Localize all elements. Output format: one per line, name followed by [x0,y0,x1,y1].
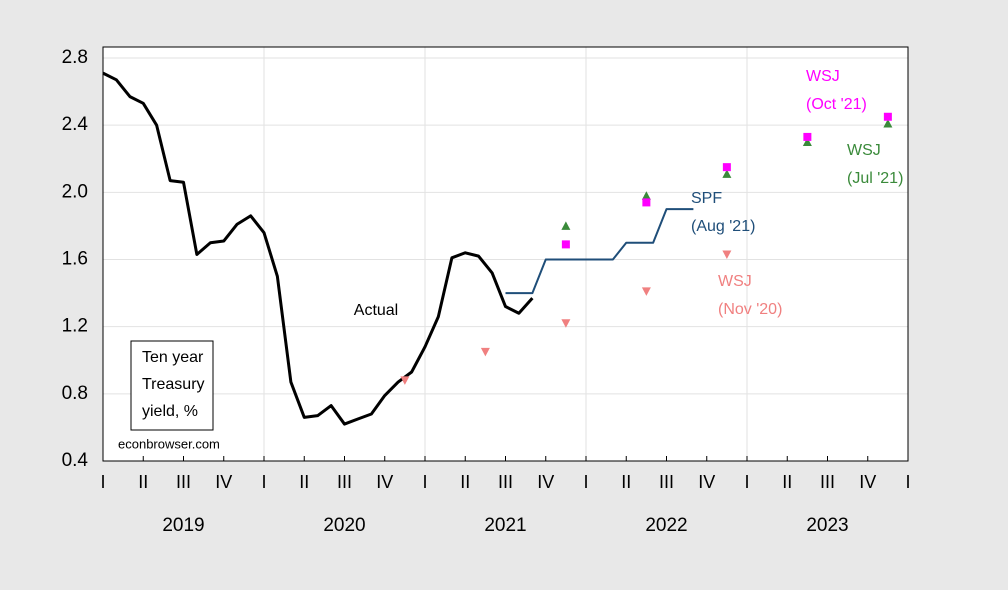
x-tick-label: III [498,472,513,492]
marker [480,347,490,357]
note-box [130,340,214,431]
x-tick-label: II [621,472,631,492]
marker [561,240,570,249]
y-tick-label: 0.8 [62,383,88,404]
x-tick-label: IV [698,472,715,492]
series-line [102,71,534,426]
y-tick-label: 1.6 [62,249,88,270]
marker [561,319,571,328]
x-tick-label: IV [859,472,876,492]
marker [722,250,732,259]
x-tick-label: I [744,472,749,492]
marker [883,112,892,121]
marker [722,169,732,178]
x-tick-label: III [176,472,191,492]
x-tick-label: III [820,472,835,492]
x-tick-label: IV [215,472,232,492]
marker [883,118,893,128]
x-tick-label: II [138,472,148,492]
plot-area [103,47,908,461]
y-tick-label: 2.4 [62,114,89,135]
y-tick-label: 2.8 [62,47,88,68]
x-tick-label: II [299,472,309,492]
marker [641,191,651,200]
note-text: Ten year [142,349,204,366]
x-tick-label: I [261,472,266,492]
series-sublabel: (Aug '21) [691,218,755,235]
marker [400,376,410,385]
y-tick-label: 1.2 [62,316,88,337]
x-tick-label: I [100,472,105,492]
series-label: SPF [691,190,722,207]
series-sublabel: (Jul '21) [847,170,903,187]
marks [102,71,893,426]
year-label: 2021 [484,515,526,536]
series-label: WSJ [847,142,881,159]
year-label: 2020 [323,515,365,536]
series-label: Actual [354,302,398,319]
note-text: Treasury [142,376,205,393]
series-sublabel: (Oct '21) [806,96,867,113]
marker [803,132,812,141]
x-tick-label: III [337,472,352,492]
labels: 0.40.81.21.62.02.42.8I II III IV I II III IV I II… [62,47,911,536]
marker [561,221,571,230]
marker [642,198,651,207]
source-text: econbrowser.com [118,436,220,451]
year-label: 2022 [645,515,687,536]
x-tick-label: II [782,472,792,492]
series-label: WSJ [806,68,840,85]
y-tick-label: 2.0 [62,181,88,202]
year-label: 2023 [806,515,848,536]
marker [802,137,812,146]
x-tick-label: I [583,472,588,492]
note-text: yield, % [142,403,198,420]
year-label: 2019 [162,515,204,536]
marker [641,287,651,296]
x-tick-label: I [905,472,910,492]
x-tick-label: III [659,472,674,492]
x-tick-label: IV [537,472,554,492]
x-tick-label: I [422,472,427,492]
x-tick-label: IV [376,472,393,492]
series-sublabel: (Nov '20) [718,301,782,318]
series-line [505,208,694,295]
marker [722,163,731,172]
y-tick-label: 0.4 [62,450,89,471]
x-tick-label: II [460,472,470,492]
series-label: WSJ [718,273,752,290]
